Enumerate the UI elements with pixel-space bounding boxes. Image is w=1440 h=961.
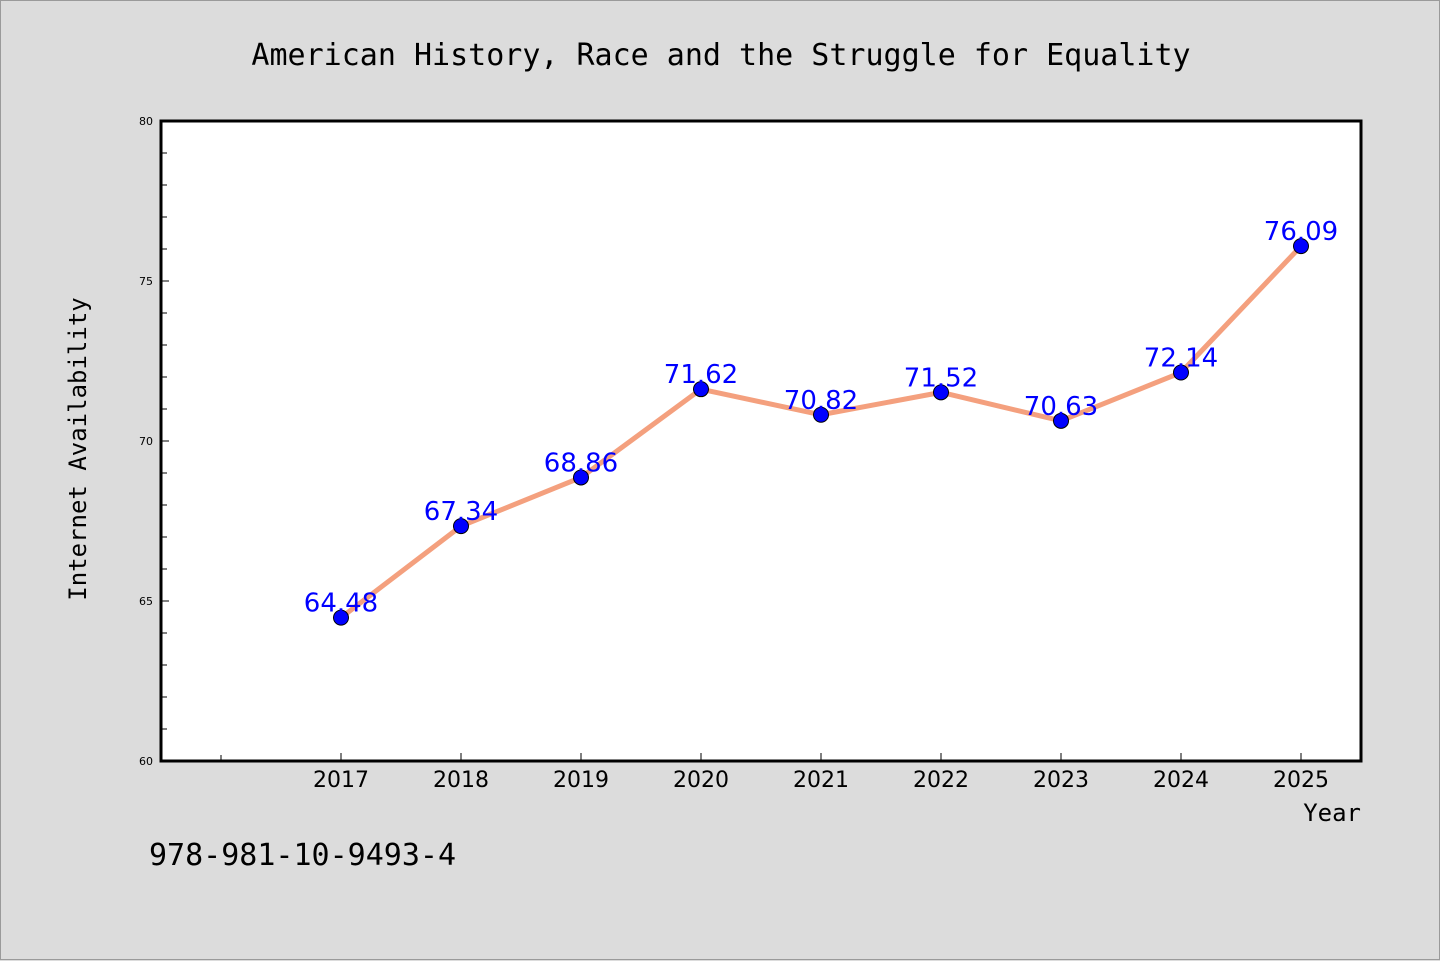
data-label: 76.09 — [1264, 217, 1338, 247]
data-point-marker — [453, 518, 469, 535]
y-tick-label: 60 — [139, 755, 153, 768]
y-tick-label: 75 — [139, 275, 153, 288]
x-tick-label: 2022 — [913, 768, 969, 793]
x-axis-label: Year — [1303, 799, 1361, 827]
x-tick-label: 2020 — [673, 768, 729, 793]
data-point-marker — [933, 384, 949, 401]
data-label: 64.48 — [304, 589, 378, 619]
data-labels: 64.48 67.34 68.86 71.62 70.82 71.52 70.63 72.14… — [304, 217, 1338, 619]
x-tick-label: 2019 — [553, 768, 609, 793]
data-label: 71.52 — [904, 363, 978, 393]
data-label: 68.86 — [544, 448, 618, 478]
x-axis-ticks: 2017 2018 2019 2020 2021 2022 2023 2024 2025 — [220, 753, 1329, 793]
data-label: 72.14 — [1144, 344, 1218, 374]
x-tick-label: 2017 — [313, 768, 369, 793]
y-tick-label: 65 — [139, 595, 153, 608]
data-label: 70.63 — [1024, 392, 1098, 422]
data-point-marker — [1053, 412, 1069, 429]
x-tick-label: 2018 — [433, 768, 489, 793]
data-point-marker — [573, 469, 589, 486]
x-tick-label: 2025 — [1273, 768, 1329, 793]
data-point-marker — [333, 609, 349, 626]
x-tick-label: 2021 — [793, 768, 849, 793]
y-axis-label: Internet Availability — [64, 297, 92, 600]
data-label: 70.82 — [784, 386, 858, 416]
y-tick-label: 80 — [139, 115, 153, 128]
isbn-footer: 978-981-10-9493-4 — [149, 838, 456, 873]
data-point-marker — [813, 406, 829, 423]
x-tick-label: 2024 — [1153, 768, 1209, 793]
x-tick-label: 2023 — [1033, 768, 1089, 793]
data-point-marker — [693, 381, 709, 398]
data-label: 67.34 — [424, 497, 498, 527]
y-tick-label: 70 — [139, 435, 153, 448]
data-markers — [333, 238, 1309, 626]
data-point-marker — [1293, 238, 1309, 255]
data-point-marker — [1173, 364, 1189, 381]
plot-area — [159, 119, 1363, 763]
chart-title: American History, Race and the Struggle … — [251, 38, 1190, 73]
data-label: 71.62 — [664, 360, 738, 390]
y-axis-ticks: 60 65 70 75 80 — [139, 115, 169, 768]
